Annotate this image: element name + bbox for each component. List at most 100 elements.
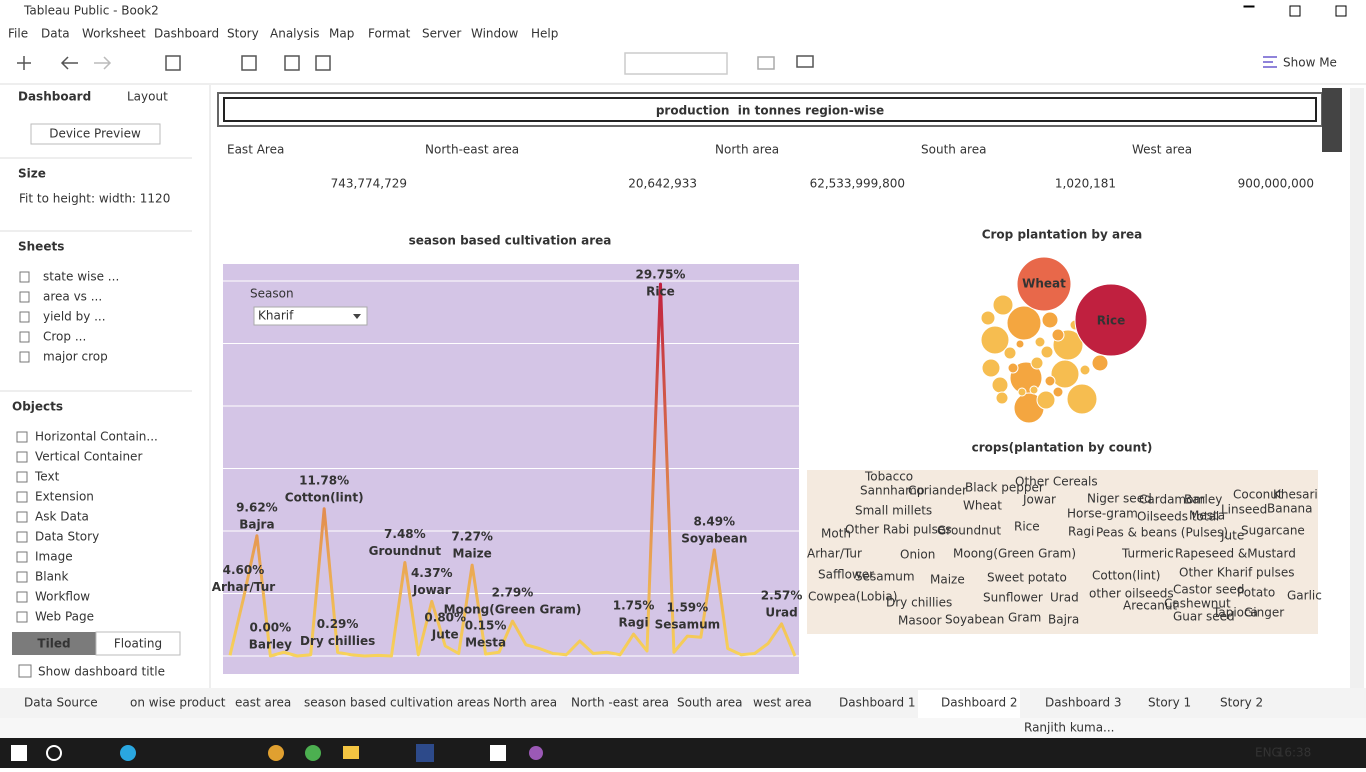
word-cloud-area bbox=[807, 470, 1318, 634]
season-dropdown[interactable] bbox=[253, 306, 368, 326]
sheet-icon bbox=[19, 291, 30, 303]
category-label: Arhar/Tur bbox=[212, 580, 276, 594]
status-bar bbox=[0, 718, 1366, 738]
menu-item[interactable]: Worksheet bbox=[82, 27, 146, 41]
sheet-tab[interactable]: Dashboard 2 bbox=[941, 696, 1018, 710]
object-item[interactable]: Ask Data bbox=[35, 510, 89, 524]
sheet-tab[interactable]: on wise product bbox=[130, 696, 226, 710]
section-title: Objects bbox=[12, 400, 63, 414]
menu-item[interactable]: Dashboard bbox=[154, 27, 219, 41]
data-label: 7.27% bbox=[451, 530, 493, 544]
object-icon bbox=[16, 451, 28, 463]
word: Coriander bbox=[908, 484, 967, 498]
object-item[interactable]: Blank bbox=[35, 570, 69, 584]
word: Jute bbox=[1220, 529, 1244, 543]
object-icon bbox=[16, 431, 28, 443]
window-control[interactable] bbox=[1289, 5, 1301, 17]
sheet-tab[interactable]: South area bbox=[677, 696, 742, 710]
bubble bbox=[1050, 359, 1080, 389]
floating-button[interactable] bbox=[95, 631, 181, 656]
sheet-tab[interactable]: Data Source bbox=[24, 696, 98, 710]
tiled-button[interactable] bbox=[12, 632, 96, 655]
device-preview-label: Device Preview bbox=[49, 127, 141, 141]
sheet-item[interactable]: Crop ... bbox=[43, 330, 86, 344]
sheet-tab[interactable]: Dashboard 3 bbox=[1045, 696, 1122, 710]
category-label: Barley bbox=[249, 638, 292, 652]
category-label: Groundnut bbox=[369, 544, 442, 558]
data-label: 7.48% bbox=[384, 527, 426, 541]
floating-label: Floating bbox=[114, 637, 162, 651]
size-dropdown[interactable]: Fit to height: width: 1120 bbox=[19, 192, 170, 206]
object-icon bbox=[16, 611, 28, 623]
menu-item[interactable]: Help bbox=[531, 27, 558, 41]
word: Niger seed bbox=[1087, 492, 1152, 506]
sheet-tab[interactable]: North area bbox=[493, 696, 557, 710]
sheet-item[interactable]: major crop bbox=[43, 350, 108, 364]
word: Barley bbox=[1184, 493, 1222, 507]
region-value: 20,642,933 bbox=[628, 177, 697, 191]
bubble-chart-title: Crop plantation by area bbox=[982, 228, 1143, 242]
region-value: 62,533,999,800 bbox=[810, 177, 905, 191]
bubble bbox=[1066, 383, 1098, 415]
sheet-tab[interactable]: Dashboard 1 bbox=[839, 696, 916, 710]
object-item[interactable]: Vertical Container bbox=[35, 450, 142, 464]
category-label: Jute bbox=[431, 628, 459, 642]
category-label: Rice bbox=[646, 285, 675, 299]
sheet-tab[interactable]: Story 1 bbox=[1148, 696, 1191, 710]
device-preview-button[interactable] bbox=[30, 123, 161, 145]
sheet-tab[interactable]: North -east area bbox=[571, 696, 669, 710]
bubble-label: Wheat bbox=[1022, 277, 1066, 291]
sheet-tab[interactable]: season based cultivation areas bbox=[304, 696, 490, 710]
taskbar-language: ENG bbox=[1255, 746, 1281, 760]
window-control[interactable] bbox=[1335, 5, 1347, 17]
object-item[interactable]: Image bbox=[35, 550, 73, 564]
sheet-item[interactable]: yield by ... bbox=[43, 310, 106, 324]
category-label: Moong(Green Gram) bbox=[444, 603, 582, 617]
category-label: Maize bbox=[453, 547, 492, 561]
word: Cotton(lint) bbox=[1092, 569, 1160, 583]
object-item[interactable]: Horizontal Contain... bbox=[35, 430, 158, 444]
sheet-tab[interactable]: west area bbox=[753, 696, 812, 710]
bubble bbox=[1036, 390, 1056, 410]
word: Ginger bbox=[1244, 606, 1284, 620]
word: Sunflower bbox=[983, 591, 1043, 605]
menu-item[interactable]: Format bbox=[368, 27, 411, 41]
bubble bbox=[1079, 364, 1091, 376]
category-label: Jowar bbox=[412, 583, 451, 597]
word: Cowpea(Lobia) bbox=[808, 590, 897, 604]
word: Other Kharif pulses bbox=[1179, 566, 1294, 580]
show-me-button[interactable]: Show Me bbox=[1283, 56, 1337, 70]
word: Moth bbox=[821, 527, 851, 541]
word: Wheat bbox=[963, 499, 1002, 513]
sheet-tab[interactable]: Story 2 bbox=[1220, 696, 1263, 710]
object-item[interactable]: Text bbox=[34, 470, 60, 484]
menu-item[interactable]: File bbox=[8, 27, 28, 41]
taskbar-icons bbox=[11, 744, 543, 762]
word: Khesari bbox=[1273, 488, 1318, 502]
word: Potato bbox=[1237, 586, 1275, 600]
menu-item[interactable]: Analysis bbox=[270, 27, 319, 41]
container-controls[interactable] bbox=[1322, 88, 1342, 152]
sheet-item[interactable]: state wise ... bbox=[43, 270, 119, 284]
sidebar-tab[interactable]: Layout bbox=[127, 90, 168, 104]
menu-item[interactable]: Story bbox=[227, 27, 259, 41]
data-label: 1.59% bbox=[667, 601, 709, 615]
menu-item[interactable]: Window bbox=[471, 27, 519, 41]
sidebar-tab[interactable]: Dashboard bbox=[18, 90, 91, 104]
scrollbar[interactable] bbox=[1350, 88, 1364, 688]
object-item[interactable]: Extension bbox=[35, 490, 94, 504]
word: Maize bbox=[930, 573, 965, 587]
object-item[interactable]: Workflow bbox=[35, 590, 90, 604]
sheet-tab[interactable]: east area bbox=[235, 696, 291, 710]
object-item[interactable]: Data Story bbox=[35, 530, 99, 544]
word: Other Rabi pulses bbox=[845, 523, 952, 537]
bubble bbox=[1051, 328, 1065, 342]
menu-item[interactable]: Map bbox=[329, 27, 354, 41]
show-title-checkbox[interactable] bbox=[18, 664, 32, 678]
sheet-item[interactable]: area vs ... bbox=[43, 290, 102, 304]
user-menu[interactable]: Ranjith kuma... bbox=[1024, 721, 1115, 735]
menu-item[interactable]: Server bbox=[422, 27, 461, 41]
object-item[interactable]: Web Page bbox=[35, 610, 94, 624]
menu-item[interactable]: Data bbox=[41, 27, 70, 41]
window-control[interactable] bbox=[1243, 5, 1255, 8]
